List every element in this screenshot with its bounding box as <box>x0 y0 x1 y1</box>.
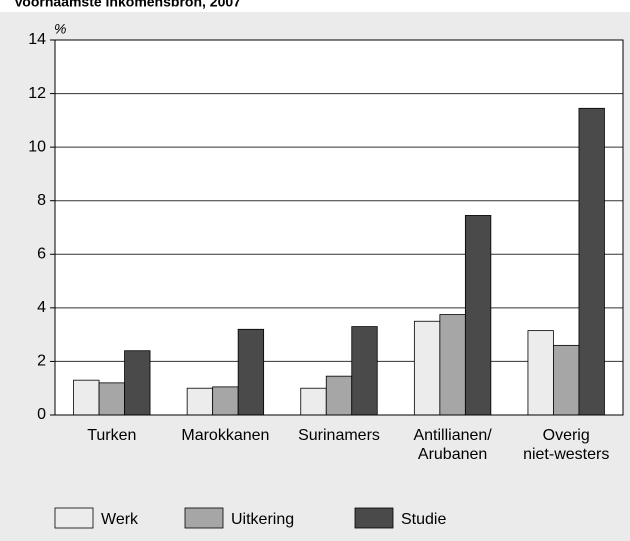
bar <box>124 350 151 416</box>
bar <box>464 215 492 416</box>
chart-title: Voornaamste inkomensbron, 2007 <box>14 0 241 10</box>
bar <box>527 330 554 416</box>
bar <box>212 386 239 416</box>
x-tick-label: Marokkanen <box>181 427 270 444</box>
bar <box>351 326 378 416</box>
x-tick-label: Turken <box>87 427 137 444</box>
y-tick-label: 14 <box>28 31 46 48</box>
legend-swatch <box>354 507 394 529</box>
bar <box>98 382 125 416</box>
legend-label: Uitkering <box>231 511 294 528</box>
bar <box>578 107 605 416</box>
y-axis-label: % <box>54 21 66 37</box>
bar <box>325 375 353 416</box>
y-tick-label: 8 <box>37 192 46 209</box>
legend-label: Werk <box>101 511 139 528</box>
bar <box>237 328 265 416</box>
legend-label: Studie <box>401 511 446 528</box>
y-tick-label: 10 <box>28 138 46 155</box>
x-tick-label: Antillianen/ Arubanen <box>413 427 492 463</box>
y-tick-label: 4 <box>37 299 46 316</box>
legend-swatch <box>54 507 94 529</box>
bar <box>439 314 466 416</box>
y-tick-label: 12 <box>28 85 46 102</box>
bar <box>413 320 441 416</box>
bar <box>73 379 100 416</box>
bar <box>186 387 214 416</box>
y-tick-label: 2 <box>37 353 46 370</box>
x-tick-label: Surinamers <box>298 427 380 444</box>
bar <box>300 387 327 416</box>
bar <box>553 344 580 416</box>
plot-border <box>54 39 624 416</box>
legend-swatch <box>184 507 224 529</box>
y-tick-label: 0 <box>37 406 46 423</box>
y-tick-label: 6 <box>37 246 46 263</box>
x-tick-label: Overig niet-westers <box>523 427 610 463</box>
